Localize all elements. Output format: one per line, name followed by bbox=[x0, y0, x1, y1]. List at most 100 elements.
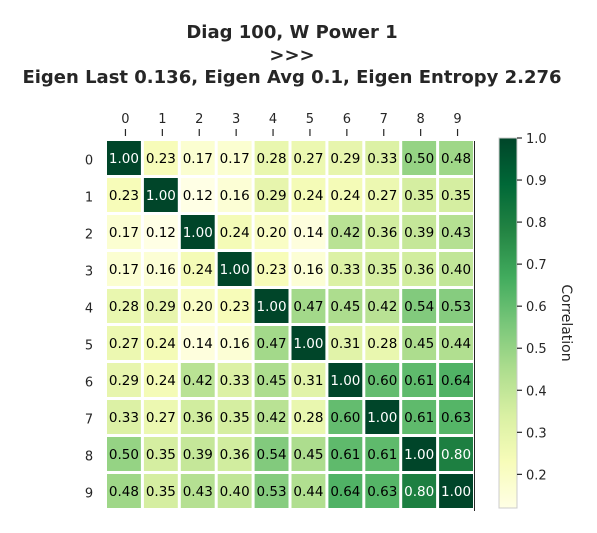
cell-value-label: 0.33 bbox=[367, 151, 397, 167]
heatmap-cell bbox=[402, 289, 437, 323]
cell-value-label: 0.35 bbox=[404, 188, 434, 204]
heatmap-cell bbox=[439, 363, 473, 397]
cell-value-label: 0.29 bbox=[257, 188, 287, 204]
cell-value-label: 0.36 bbox=[367, 225, 397, 241]
heatmap-cell bbox=[217, 178, 252, 212]
cell-value-label: 0.48 bbox=[109, 484, 139, 500]
heatmap-cell bbox=[328, 178, 363, 212]
heatmap-cell bbox=[107, 474, 141, 508]
heatmap-cells: 1.00 0.23 0.17 0.17 0.28 0.27 0.29 0.33 0.50 0.48… bbox=[107, 141, 475, 511]
heatmap-cell bbox=[439, 215, 473, 249]
heatmap-cell bbox=[180, 363, 215, 397]
cell-value-label: 0.16 bbox=[293, 262, 323, 278]
cell-value-label: 0.24 bbox=[220, 225, 250, 241]
cell-value-label: 0.20 bbox=[183, 299, 213, 315]
heatmap-cell bbox=[254, 363, 289, 397]
heatmap-cell bbox=[107, 178, 141, 212]
cell-value-label: 0.27 bbox=[293, 151, 323, 167]
colorbar-tick-label: 0.4 bbox=[526, 384, 547, 399]
cell-value-label: 0.54 bbox=[404, 299, 434, 315]
y-tick-label: 7 bbox=[85, 413, 93, 428]
heatmap-cell bbox=[402, 178, 437, 212]
y-tick-label: 2 bbox=[85, 228, 93, 243]
colorbar-tick-label: 0.5 bbox=[526, 342, 547, 357]
heatmap-cell bbox=[439, 252, 473, 286]
cell-value-label: 0.61 bbox=[404, 373, 434, 389]
heatmap-cell bbox=[254, 326, 289, 360]
heatmap-cell bbox=[107, 363, 141, 397]
heatmap-cell bbox=[291, 215, 326, 249]
cell-value-label: 0.12 bbox=[146, 225, 176, 241]
cell-value-label: 0.42 bbox=[183, 373, 213, 389]
cell-value-label: 1.00 bbox=[257, 299, 287, 315]
x-axis-ticks: 0 1 2 3 4 5 6 7 8 9 bbox=[121, 112, 462, 136]
heatmap-cell bbox=[291, 326, 326, 360]
cell-value-label: 1.00 bbox=[220, 262, 250, 278]
cell-value-label: 0.28 bbox=[293, 410, 323, 426]
cell-value-label: 0.45 bbox=[330, 299, 360, 315]
heatmap-cell bbox=[180, 289, 215, 323]
cell-value-label: 0.61 bbox=[367, 447, 397, 463]
cell-value-label: 0.36 bbox=[220, 447, 250, 463]
heatmap-cell bbox=[402, 326, 437, 360]
y-tick-label: 6 bbox=[85, 376, 93, 391]
heatmap-cell bbox=[365, 215, 400, 249]
cell-value-label: 0.47 bbox=[293, 299, 323, 315]
cell-value-label: 0.61 bbox=[404, 410, 434, 426]
cell-value-label: 0.31 bbox=[330, 336, 360, 352]
cell-value-label: 0.23 bbox=[146, 151, 176, 167]
heatmap-cell bbox=[217, 215, 252, 249]
cell-value-label: 0.31 bbox=[293, 373, 323, 389]
heatmap-cell bbox=[365, 289, 400, 323]
cell-value-label: 1.00 bbox=[146, 188, 176, 204]
x-tick-label: 5 bbox=[306, 112, 314, 127]
heatmap-cell bbox=[180, 326, 215, 360]
heatmap-cell bbox=[365, 252, 400, 286]
cell-value-label: 0.48 bbox=[441, 151, 471, 167]
colorbar-tick-label: 1.0 bbox=[526, 132, 547, 147]
cell-value-label: 0.20 bbox=[257, 225, 287, 241]
cell-value-label: 0.24 bbox=[146, 336, 176, 352]
cell-value-label: 0.40 bbox=[441, 262, 471, 278]
heatmap-cell bbox=[365, 474, 400, 508]
heatmap-cell bbox=[328, 363, 363, 397]
cell-value-label: 0.50 bbox=[109, 447, 139, 463]
colorbar-tick-label: 0.8 bbox=[526, 216, 547, 231]
heatmap-cell bbox=[254, 474, 289, 508]
cell-value-label: 0.45 bbox=[257, 373, 287, 389]
y-tick-label: 4 bbox=[85, 302, 93, 317]
heatmap-cell bbox=[328, 215, 363, 249]
cell-value-label: 0.24 bbox=[293, 188, 323, 204]
heatmap-cell bbox=[291, 437, 326, 471]
y-tick-label: 3 bbox=[85, 265, 93, 280]
heatmap-cell bbox=[180, 141, 215, 175]
heatmap-cell bbox=[254, 289, 289, 323]
cell-value-label: 0.42 bbox=[367, 299, 397, 315]
cell-value-label: 0.60 bbox=[367, 373, 397, 389]
cell-value-label: 0.53 bbox=[257, 484, 287, 500]
heatmap-cell bbox=[254, 437, 289, 471]
x-tick-label: 4 bbox=[269, 112, 277, 127]
heatmap-cell bbox=[328, 474, 363, 508]
heatmap-cell bbox=[439, 437, 473, 471]
cell-value-label: 1.00 bbox=[367, 410, 397, 426]
cell-value-label: 0.45 bbox=[293, 447, 323, 463]
cell-value-label: 0.29 bbox=[330, 151, 360, 167]
heatmap-cell bbox=[365, 326, 400, 360]
heatmap-cell bbox=[180, 400, 215, 434]
heatmap-cell bbox=[143, 289, 178, 323]
heatmap-cell bbox=[254, 400, 289, 434]
x-tick-label: 6 bbox=[343, 112, 351, 127]
heatmap-cell bbox=[107, 400, 141, 434]
heatmap-cell bbox=[143, 252, 178, 286]
colorbar-tick-label: 0.9 bbox=[526, 174, 547, 189]
cell-value-label: 0.39 bbox=[183, 447, 213, 463]
cell-value-label: 1.00 bbox=[109, 151, 139, 167]
cell-value-label: 0.64 bbox=[441, 373, 471, 389]
colorbar-tick-label: 0.7 bbox=[526, 258, 547, 273]
heatmap-cell bbox=[254, 178, 289, 212]
cell-value-label: 0.35 bbox=[146, 484, 176, 500]
heatmap-cell bbox=[291, 141, 326, 175]
cell-value-label: 0.80 bbox=[441, 447, 471, 463]
cell-value-label: 0.54 bbox=[257, 447, 287, 463]
